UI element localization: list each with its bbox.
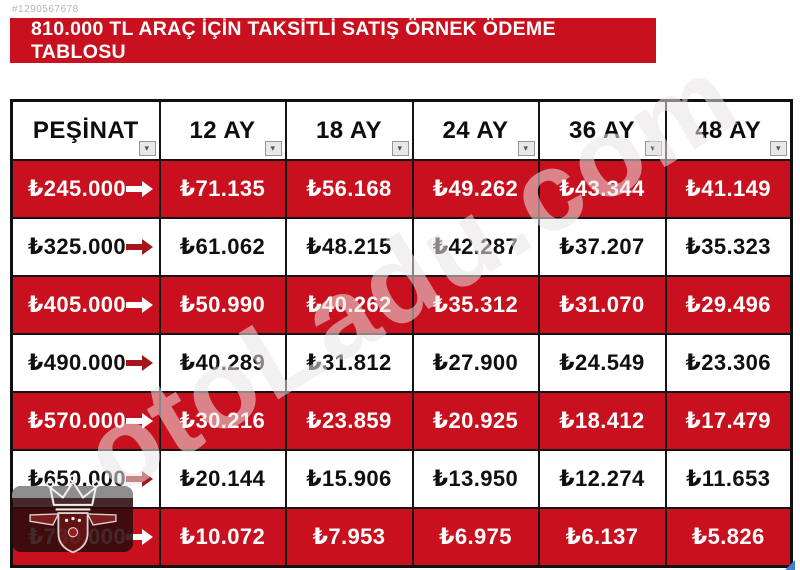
listing-id-text: #1290567678 [12,4,79,15]
watermark-logo-badge [12,474,133,554]
payment-cell: ₺20.925 [411,391,540,451]
header-cell: PEŞİNAT ▾ [14,102,158,158]
logo-gray-bar [12,486,133,498]
payment-cell: ₺29.496 [664,275,793,335]
right-arrow-icon [126,355,154,371]
pesinat-cell: ₺325.000 [10,217,161,277]
right-arrow-icon [126,239,154,255]
payment-cell: ₺10.072 [158,507,287,568]
filter-dropdown-icon[interactable]: ▾ [264,141,282,156]
payment-cell: ₺31.070 [537,275,667,335]
payment-cell: ₺5.826 [664,507,793,568]
payment-cell: ₺13.950 [411,449,540,509]
payment-cell: ₺17.479 [664,391,793,451]
payment-cell: ₺6.975 [411,507,540,568]
column-header-18ay: 18 AY ▾ [284,99,414,161]
payment-table: PEŞİNAT ▾ 12 AY ▾ 18 AY ▾ [10,99,793,568]
payment-cell: ₺7.953 [284,507,414,568]
payment-cell: ₺12.274 [537,449,667,509]
table-row: ₺405.000 ₺50.990 ₺40.262 ₺35.312 ₺31.070… [10,275,793,335]
payment-cell: ₺20.144 [158,449,287,509]
payment-cell: ₺56.168 [284,159,414,219]
pesinat-cell: ₺405.000 [10,275,161,335]
right-arrow-icon [126,529,154,545]
payment-cell: ₺27.900 [411,333,540,393]
payment-table-container: PEŞİNAT ▾ 12 AY ▾ 18 AY ▾ [10,99,795,570]
payment-cell: ₺41.149 [664,159,793,219]
filter-dropdown-icon[interactable]: ▾ [391,141,409,156]
payment-cell: ₺42.287 [411,217,540,277]
table-row: ₺245.000 ₺71.135 ₺56.168 ₺49.262 ₺43.344… [10,159,793,219]
header-cell: 36 AY ▾ [541,102,664,158]
payment-cell: ₺48.215 [284,217,414,277]
filter-dropdown-icon[interactable]: ▾ [138,141,156,156]
filter-dropdown-icon[interactable]: ▾ [517,141,535,156]
payment-cell: ₺23.859 [284,391,414,451]
column-header-label: 36 AY [568,116,636,144]
page-title: 810.000 TL ARAÇ İÇİN TAKSİTLİ SATIŞ ÖRNE… [31,17,556,63]
column-header-24ay: 24 AY ▾ [411,99,540,161]
payment-cell: ₺23.306 [664,333,793,393]
payment-cell: ₺18.412 [537,391,667,451]
header-row: PEŞİNAT ▾ 12 AY ▾ 18 AY ▾ [10,99,793,161]
pesinat-cell: ₺490.000 [10,333,161,393]
title-banner: 810.000 TL ARAÇ İÇİN TAKSİTLİ SATIŞ ÖRNE… [10,18,656,63]
payment-cell: ₺61.062 [158,217,287,277]
payment-cell: ₺71.135 [158,159,287,219]
filter-dropdown-icon[interactable]: ▾ [644,141,662,156]
payment-cell: ₺31.812 [284,333,414,393]
pesinat-value: ₺245.000 [28,176,127,201]
right-arrow-icon [126,471,154,487]
column-header-48ay: 48 AY ▾ [664,99,793,161]
pesinat-cell: ₺245.000 [10,159,161,219]
column-header-label: 18 AY [315,116,383,144]
header-cell: 12 AY ▾ [162,102,284,158]
payment-cell: ₺30.216 [158,391,287,451]
table-row: ₺490.000 ₺40.289 ₺31.812 ₺27.900 ₺24.549… [10,333,793,393]
payment-cell: ₺37.207 [537,217,667,277]
header-cell: 48 AY ▾ [668,102,790,158]
column-header-label: PEŞİNAT [32,116,139,144]
right-arrow-icon [126,181,154,197]
column-header-label: 12 AY [189,116,256,144]
pesinat-value: ₺570.000 [28,408,127,433]
right-arrow-icon [126,413,154,429]
payment-cell: ₺40.262 [284,275,414,335]
payment-cell: ₺50.990 [158,275,287,335]
payment-cell: ₺6.137 [537,507,667,568]
pesinat-value: ₺490.000 [28,350,127,375]
payment-cell: ₺15.906 [284,449,414,509]
column-header-label: 24 AY [442,116,509,144]
payment-cell: ₺40.289 [158,333,287,393]
pesinat-cell: ₺570.000 [10,391,161,451]
column-header-pesinat: PEŞİNAT ▾ [10,99,161,161]
header-cell: 24 AY ▾ [415,102,537,158]
payment-cell: ₺35.323 [664,217,793,277]
payment-cell: ₺43.344 [537,159,667,219]
payment-cell: ₺35.312 [411,275,540,335]
payment-cell: ₺49.262 [411,159,540,219]
column-header-12ay: 12 AY ▾ [158,99,287,161]
filter-dropdown-icon[interactable]: ▾ [770,141,787,156]
pesinat-value: ₺325.000 [28,234,127,259]
table-row: ₺570.000 ₺30.216 ₺23.859 ₺20.925 ₺18.412… [10,391,793,451]
pesinat-value: ₺405.000 [28,292,127,317]
payment-cell: ₺11.653 [664,449,793,509]
crown-shield-logo-icon [28,474,117,554]
header-cell: 18 AY ▾ [288,102,411,158]
table-row: ₺325.000 ₺61.062 ₺48.215 ₺42.287 ₺37.207… [10,217,793,277]
right-arrow-icon [126,297,154,313]
column-header-36ay: 36 AY ▾ [537,99,667,161]
payment-cell: ₺24.549 [537,333,667,393]
column-header-label: 48 AY [695,116,762,144]
